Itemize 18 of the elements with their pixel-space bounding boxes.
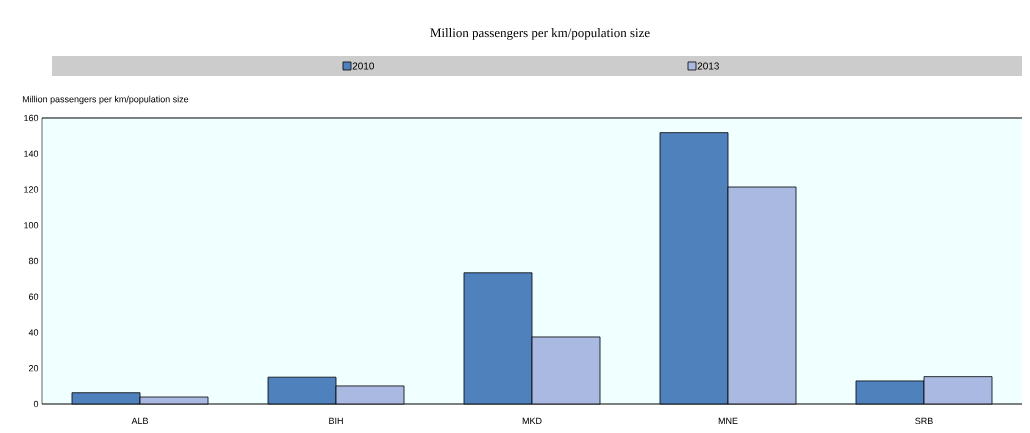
- x-tick-label: SRB: [915, 417, 933, 425]
- y-tick-label: 80: [28, 257, 39, 265]
- legend-label: 2010: [352, 62, 374, 70]
- y-tick-label: 20: [28, 365, 39, 372]
- y-tick-label: 140: [24, 150, 39, 157]
- y-tick-label: 0: [33, 400, 39, 408]
- x-tick-label: BIH: [329, 417, 343, 424]
- x-tick-label: MNE: [718, 417, 738, 424]
- chart-title: Million passengers per km/population size: [430, 28, 650, 40]
- legend-label: 2013: [697, 62, 719, 70]
- y-tick-label: 160: [24, 114, 39, 122]
- y-tick-label: 60: [28, 293, 39, 300]
- x-tick-label: MKD: [522, 417, 542, 424]
- y-axis-title: Million passengers per km/population size: [22, 95, 189, 105]
- y-tick-label: 100: [24, 222, 39, 229]
- x-tick-label: ALB: [131, 417, 149, 424]
- y-tick-label: 120: [24, 186, 39, 193]
- y-tick-label: 40: [28, 329, 39, 336]
